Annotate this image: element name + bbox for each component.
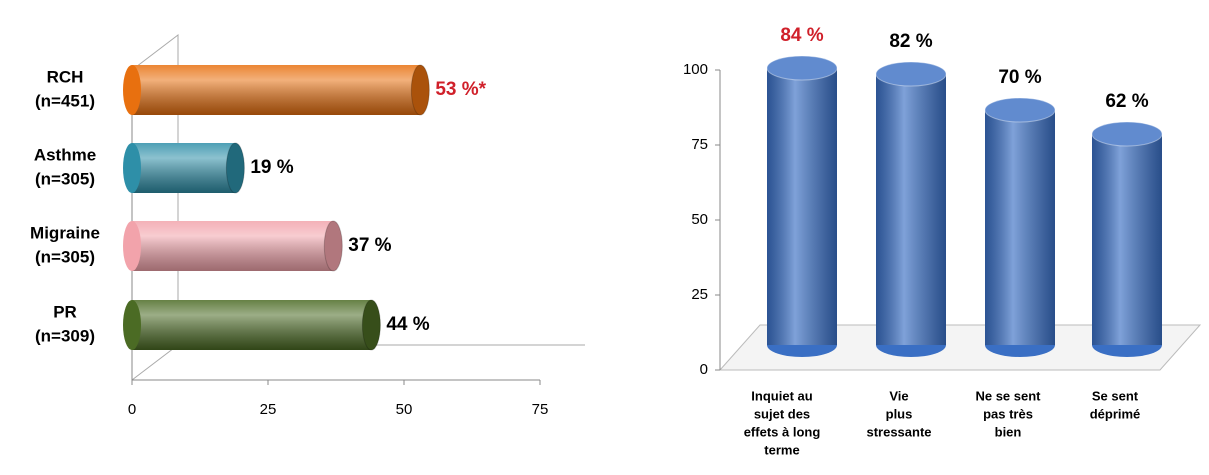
bar-shade — [767, 68, 837, 345]
x-tick-label: 0 — [128, 401, 136, 418]
bar — [1091, 121, 1163, 357]
value-label: 82 % — [889, 31, 932, 52]
x-tick-label: Vie — [889, 388, 908, 403]
y-tick-label: (n=451) — [35, 91, 95, 110]
y-tick-label: 50 — [691, 211, 708, 228]
y-tick-label: 100 — [683, 61, 708, 78]
bar-shade — [132, 65, 421, 115]
bar-shade — [132, 300, 372, 350]
bar-top — [984, 97, 1056, 123]
bar — [123, 142, 245, 194]
y-tick-label: 0 — [700, 361, 708, 378]
y-tick-label: 75 — [691, 136, 708, 153]
x-tick-label: sujet des — [754, 406, 810, 421]
bar — [875, 61, 947, 357]
value-label: 62 % — [1105, 91, 1148, 112]
bar-top-shade — [767, 56, 837, 80]
bar-cap-shade — [226, 143, 245, 193]
bar-top-shade — [985, 98, 1055, 122]
bar — [123, 220, 343, 272]
value-label: 44 % — [386, 314, 429, 335]
value-label: 70 % — [998, 67, 1041, 88]
x-tick-label: Inquiet au — [751, 388, 812, 403]
bar — [123, 64, 430, 116]
x-tick-label: 75 — [532, 401, 549, 418]
bar-top-shade — [1092, 122, 1162, 146]
x-tick-label: Se sent — [1092, 388, 1139, 403]
x-tick-label: pas très — [983, 406, 1033, 421]
bar-cap-shade — [411, 65, 430, 115]
floor — [718, 324, 1202, 371]
floor — [131, 344, 585, 381]
bar-shade — [1092, 134, 1162, 345]
bar-top — [875, 61, 947, 87]
bar-shade — [985, 110, 1055, 345]
value-label: 37 % — [348, 235, 391, 256]
y-tick-label: (n=305) — [35, 247, 95, 266]
bar-start — [123, 65, 141, 115]
x-tick-label: Ne se sent — [975, 388, 1041, 403]
bar-top-shade — [876, 62, 946, 86]
bar-shade — [132, 143, 236, 193]
bar-start — [123, 300, 141, 350]
y-tick-label: (n=305) — [35, 169, 95, 188]
y-tick-label: PR — [53, 302, 77, 321]
y-tick-label: Migraine — [30, 223, 100, 242]
bar-start — [123, 143, 141, 193]
y-tick-label: RCH — [47, 67, 84, 86]
bar-start — [123, 221, 141, 271]
y-tick-label: (n=309) — [35, 326, 95, 345]
value-label: 53 %* — [435, 79, 486, 100]
bar-cap — [410, 64, 430, 116]
x-tick-label: stressante — [866, 424, 931, 439]
x-tick-label: effets à long — [744, 424, 821, 439]
bar-shade — [132, 221, 334, 271]
bar-top — [766, 55, 838, 81]
x-tick-label: 25 — [260, 401, 277, 418]
y-tick-label: 25 — [691, 286, 708, 303]
x-tick-label: bien — [995, 424, 1022, 439]
y-tick-label: Asthme — [34, 145, 96, 164]
bar — [766, 55, 838, 357]
bar-cap — [323, 220, 343, 272]
x-tick-label: terme — [764, 442, 799, 457]
bar-cap-shade — [362, 300, 381, 350]
value-label: 84 % — [780, 25, 823, 46]
x-tick-label: déprimé — [1090, 406, 1141, 421]
bar — [984, 97, 1056, 357]
x-tick-label: plus — [886, 406, 913, 421]
bar-cap — [361, 299, 381, 351]
bar-cap — [225, 142, 245, 194]
x-tick-label: 50 — [396, 401, 413, 418]
bar-shade — [876, 74, 946, 345]
value-label: 19 % — [250, 157, 293, 178]
bar — [123, 299, 381, 351]
bar-cap-shade — [324, 221, 343, 271]
bar-top — [1091, 121, 1163, 147]
